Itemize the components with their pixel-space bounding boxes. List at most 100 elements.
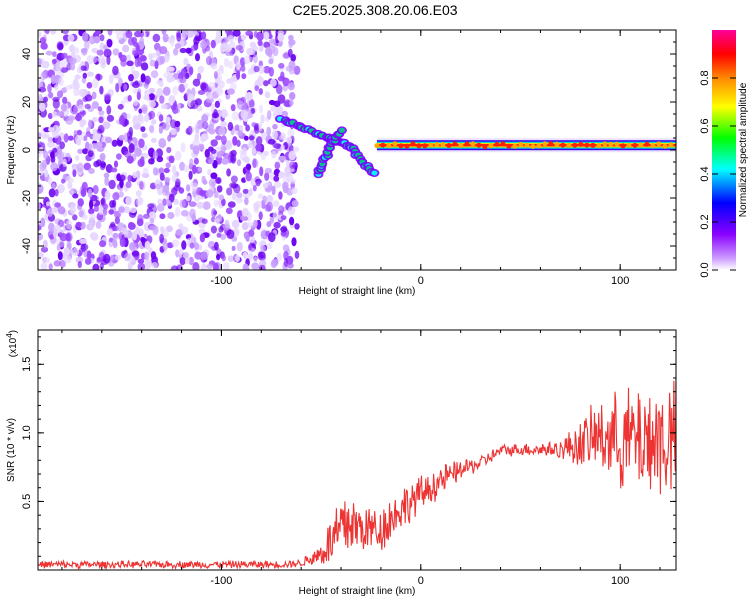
noise-blob bbox=[50, 27, 56, 35]
noise-blob bbox=[93, 161, 99, 168]
noise-blob bbox=[141, 62, 148, 70]
noise-blob bbox=[265, 168, 272, 174]
noise-blob bbox=[154, 60, 158, 69]
noise-blob bbox=[128, 95, 132, 102]
noise-blob bbox=[132, 82, 140, 89]
noise-blob bbox=[99, 86, 103, 95]
noise-blob bbox=[192, 214, 196, 222]
noise-blob bbox=[58, 77, 63, 86]
noise-blob bbox=[147, 203, 154, 208]
noise-blob bbox=[223, 223, 231, 230]
cb-tick-label: 0.4 bbox=[699, 166, 711, 181]
noise-blob bbox=[254, 66, 260, 73]
noise-blob bbox=[167, 200, 171, 206]
noise-blob bbox=[194, 158, 199, 165]
noise-blob bbox=[266, 202, 273, 212]
noise-blob bbox=[72, 169, 76, 177]
steady-dot bbox=[560, 143, 565, 148]
noise-blob bbox=[259, 46, 263, 52]
noise-blob bbox=[276, 84, 283, 94]
noise-blob bbox=[179, 76, 186, 84]
noise-blob bbox=[47, 208, 53, 217]
noise-blob bbox=[193, 145, 200, 155]
branch-core bbox=[371, 171, 377, 176]
noise-blob bbox=[226, 188, 232, 196]
noise-blob bbox=[155, 184, 160, 190]
x-tick-label: 100 bbox=[611, 575, 629, 587]
noise-blob bbox=[221, 158, 229, 165]
noise-blob bbox=[163, 34, 169, 43]
noise-blob bbox=[168, 95, 175, 104]
noise-blob bbox=[195, 53, 200, 61]
noise-blob bbox=[208, 94, 213, 100]
noise-blob bbox=[189, 201, 197, 207]
noise-blob bbox=[283, 185, 289, 193]
noise-blob bbox=[259, 88, 263, 95]
noise-blob bbox=[223, 262, 230, 270]
noise-blob bbox=[45, 257, 50, 263]
noise-blob bbox=[216, 254, 220, 260]
steady-dot bbox=[434, 142, 439, 147]
noise-blob bbox=[105, 190, 111, 200]
noise-blob bbox=[228, 35, 234, 42]
noise-blob bbox=[59, 241, 65, 248]
spectrogram-panel: -100 0 100-40-2002040 Height of straight l… bbox=[6, 26, 676, 297]
noise-blob bbox=[112, 192, 119, 200]
noise-blob bbox=[186, 184, 190, 191]
noise-blob bbox=[225, 27, 232, 34]
noise-blob bbox=[287, 262, 294, 268]
noise-blob bbox=[92, 134, 98, 141]
noise-blob bbox=[109, 200, 115, 208]
noise-blob bbox=[88, 189, 93, 198]
noise-blob bbox=[252, 158, 256, 168]
noise-blob bbox=[278, 156, 286, 161]
steady-dot bbox=[650, 143, 655, 148]
noise-blob bbox=[97, 129, 103, 134]
y-tick-label: 1.0 bbox=[21, 425, 33, 440]
steady-dot bbox=[488, 143, 493, 148]
noise-blob bbox=[140, 126, 145, 132]
noise-blob bbox=[232, 246, 236, 251]
noise-blob bbox=[158, 138, 166, 148]
noise-blob bbox=[70, 189, 74, 195]
noise-blob bbox=[241, 65, 246, 72]
cb-tick-label: 0.6 bbox=[699, 118, 711, 133]
noise-blob bbox=[283, 244, 290, 251]
noise-blob bbox=[228, 255, 234, 262]
noise-blob bbox=[214, 242, 219, 251]
noise-blob bbox=[139, 181, 144, 190]
noise-blob bbox=[243, 252, 248, 259]
noise-blob bbox=[173, 185, 181, 191]
noise-blob bbox=[162, 185, 169, 193]
noise-blob bbox=[108, 27, 113, 36]
noise-blob bbox=[164, 177, 170, 183]
y-tick-label: 40 bbox=[21, 48, 33, 60]
noise-blob bbox=[170, 119, 177, 128]
noise-blob bbox=[210, 63, 217, 69]
noise-blob bbox=[93, 185, 99, 194]
noise-blob bbox=[120, 59, 126, 66]
noise-blob bbox=[205, 149, 210, 158]
noise-blob bbox=[100, 161, 106, 171]
noise-blob bbox=[99, 240, 106, 247]
noise-blob bbox=[105, 137, 112, 143]
steady-dot bbox=[578, 142, 583, 147]
noise-blob bbox=[181, 240, 186, 250]
noise-blob bbox=[229, 182, 237, 188]
steady-dot bbox=[620, 143, 625, 148]
noise-blob bbox=[39, 94, 43, 101]
top-xlabel: Height of straight line (km) bbox=[299, 286, 416, 297]
noise-blob bbox=[52, 51, 57, 57]
x-tick-label: 0 bbox=[418, 575, 424, 587]
noise-blob bbox=[244, 233, 249, 240]
noise-blob bbox=[248, 244, 252, 251]
noise-blob bbox=[245, 31, 253, 36]
noise-blob bbox=[171, 128, 177, 135]
noise-blob bbox=[243, 263, 249, 271]
noise-blob bbox=[59, 141, 65, 149]
steady-dot bbox=[542, 141, 547, 146]
noise-blob bbox=[248, 188, 253, 196]
noise-blob bbox=[194, 242, 199, 250]
noise-blob bbox=[89, 213, 96, 221]
noise-blob bbox=[37, 202, 41, 209]
